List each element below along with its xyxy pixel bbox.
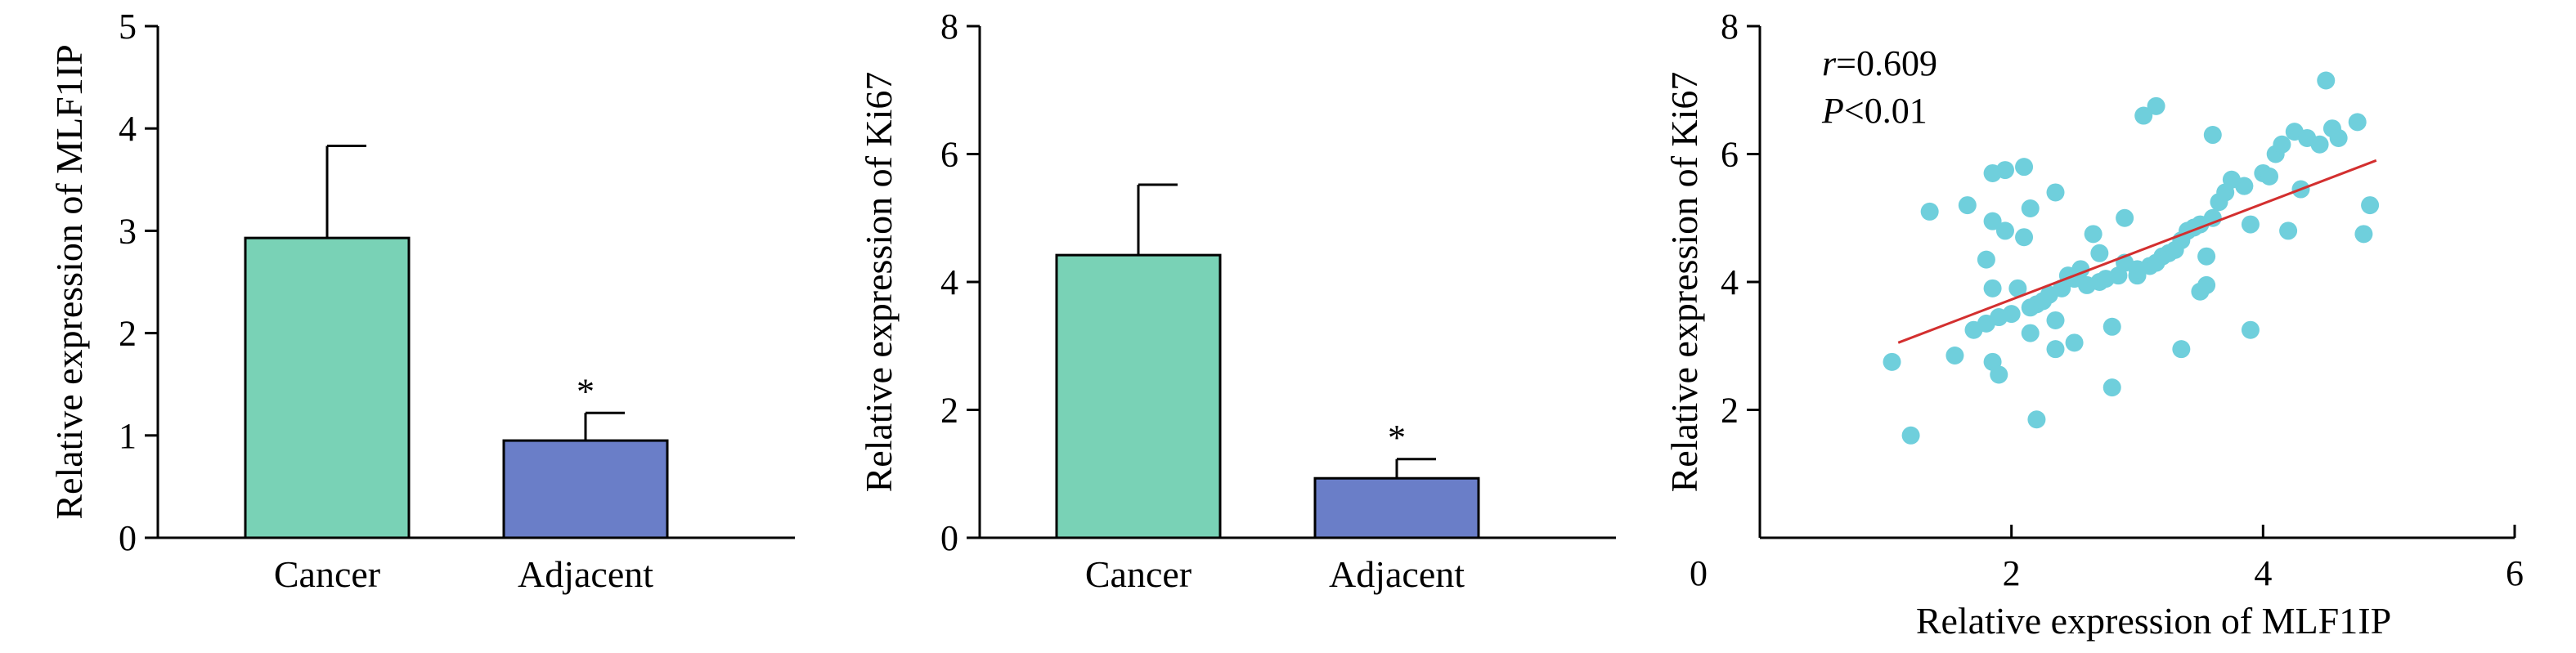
scatter-point [2241, 320, 2260, 339]
scatter-point [2279, 221, 2298, 240]
scatter-point [2103, 317, 2121, 336]
y-tick-label: 5 [119, 7, 137, 47]
ki67-bar-chart: 0 2 4 6 8 Relative expression of Ki67 Cancer * A… [858, 7, 1616, 595]
x-tick-label: 4 [2254, 553, 2272, 593]
y-tick-label: 4 [940, 262, 958, 302]
y-tick-label: 0 [940, 518, 958, 558]
scatter-point [2203, 208, 2222, 227]
y-tick-label: 0 [119, 518, 137, 558]
scatter-point [2021, 324, 2040, 342]
scatter-point [2317, 71, 2336, 90]
p-value-annotation: P<0.01 [1821, 91, 1928, 131]
x-tick-label: 2 [2003, 553, 2021, 593]
y-tick-label: 8 [940, 7, 958, 47]
category-label: Adjacent [1329, 553, 1465, 595]
bar-cancer [244, 236, 411, 539]
scatter-point [1920, 202, 1939, 221]
bar-cancer [1055, 253, 1222, 539]
y-tick-label: 1 [119, 416, 137, 456]
scatter-point [1958, 196, 1977, 215]
category-label: Adjacent [518, 553, 653, 595]
y-tick-label: 6 [940, 135, 958, 175]
scatter-point [2260, 167, 2279, 186]
regression-line [1897, 159, 2377, 344]
scatter-point [2090, 244, 2109, 262]
scatter-point [1995, 161, 2014, 180]
scatter-point [1945, 346, 1964, 365]
scatter-point [2348, 113, 2367, 132]
scatter-point [2310, 135, 2329, 154]
y-tick-label: 2 [1721, 391, 1739, 431]
y-axis-title: Relative expression of MLF1IP [48, 44, 90, 519]
scatter-point [1883, 352, 1901, 371]
y-axis-title: Relative expression of Ki67 [858, 72, 900, 493]
scatter-point [2361, 196, 2380, 215]
scatter-point [2147, 96, 2165, 115]
scatter-point [2134, 106, 2153, 125]
y-tick-label: 2 [119, 314, 137, 354]
scatter-point [2065, 333, 2084, 352]
scatter-point [2021, 199, 2040, 218]
bar-adjacent [502, 439, 669, 539]
bar-adjacent [1313, 476, 1480, 539]
scatter-point [2046, 340, 2065, 359]
scatter-point [2197, 275, 2216, 294]
x-axis-title: Relative expression of MLF1IP [1916, 600, 2391, 642]
category-label: Cancer [1085, 553, 1192, 595]
x-tick-label: 0 [1690, 553, 1708, 593]
scatter-point [1983, 279, 2002, 297]
y-tick-label: 2 [940, 391, 958, 431]
scatter-point [1901, 426, 1920, 445]
correlation-scatter-plot: 2 4 6 8 0 2 4 6 Relative expression of Ki67 Relat… [1663, 7, 2524, 642]
scatter-point [2329, 128, 2348, 147]
y-axis-title: Relative expression of Ki67 [1663, 72, 1705, 493]
scatter-point [1977, 250, 1995, 269]
x-tick-label: 6 [2506, 553, 2524, 593]
scatter-point [2172, 340, 2191, 359]
scatter-point [2197, 247, 2216, 266]
correlation-annotation: r=0.609 [1822, 43, 1937, 83]
significance-marker: * [577, 371, 595, 411]
scatter-point [2015, 158, 2034, 177]
scatter-point [2027, 410, 2046, 429]
scatter-point [2008, 279, 2027, 297]
scatter-point [2273, 135, 2291, 154]
y-tick-label: 8 [1721, 7, 1739, 47]
scatter-point [2046, 311, 2065, 329]
scatter-point [1990, 365, 2008, 384]
significance-marker: * [1388, 418, 1406, 458]
scatter-point [2002, 305, 2021, 324]
scatter-point [1983, 212, 2002, 230]
scatter-point [2354, 225, 2373, 244]
y-tick-label: 3 [119, 211, 137, 251]
scatter-point [1995, 221, 2014, 240]
scatter-point [2084, 225, 2103, 244]
y-tick-label: 4 [119, 109, 137, 149]
mlf1ip-bar-chart: 0 1 2 3 4 5 Relative expression of MLF1IP Cance… [48, 7, 795, 595]
y-tick-label: 6 [1721, 135, 1739, 175]
scatter-point [2015, 228, 2034, 247]
scatter-point [2203, 126, 2222, 145]
scatter-point [2103, 378, 2121, 397]
scatter-point [2116, 208, 2134, 227]
scatter-point [2241, 215, 2260, 234]
scatter-point [2046, 183, 2065, 202]
scatter-point [2235, 177, 2254, 195]
y-tick-label: 4 [1721, 262, 1739, 302]
category-label: Cancer [274, 553, 380, 595]
